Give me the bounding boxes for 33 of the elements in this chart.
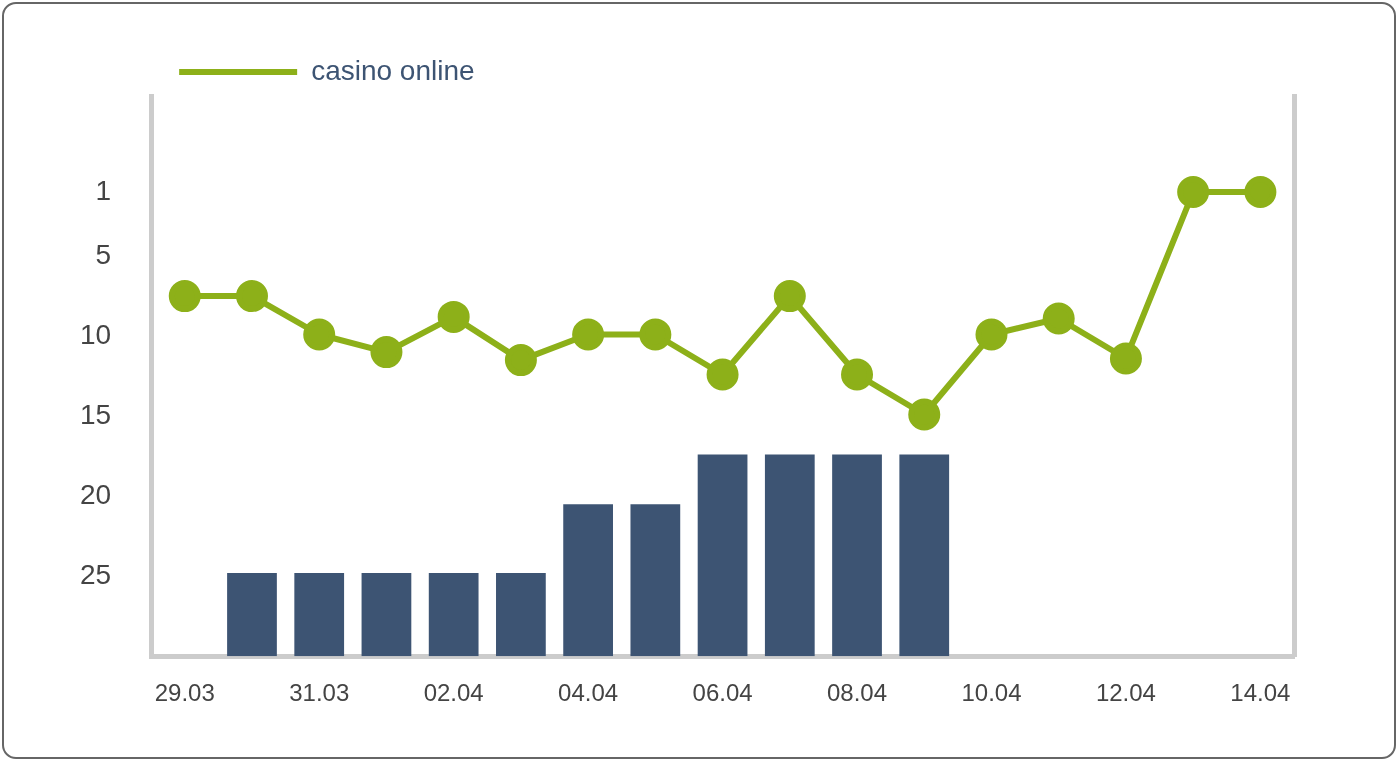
- y-tick-label: 25: [79, 558, 112, 590]
- point: [1177, 176, 1210, 209]
- point: [841, 358, 874, 391]
- point: [1109, 342, 1142, 375]
- legend-label: casino online: [311, 54, 475, 86]
- point: [168, 280, 201, 313]
- point: [303, 318, 336, 351]
- point: [1042, 302, 1075, 335]
- point: [639, 318, 672, 351]
- x-tick-label: 10.04: [961, 679, 1022, 707]
- point: [1244, 176, 1277, 209]
- x-tick-label: 29.03: [154, 679, 215, 707]
- point: [235, 280, 268, 313]
- point: [773, 280, 806, 313]
- y-tick-label: 20: [79, 478, 112, 510]
- x-tick-label: 12.04: [1095, 679, 1156, 707]
- point: [437, 300, 470, 333]
- point: [504, 344, 537, 377]
- y-tick-label: 10: [79, 318, 112, 350]
- x-tick-label: 31.03: [289, 679, 350, 707]
- x-tick-label: 06.04: [692, 679, 753, 707]
- x-tick-label: 14.04: [1230, 679, 1291, 707]
- x-tick-label: 04.04: [558, 679, 619, 707]
- y-tick-label: 15: [79, 398, 112, 430]
- point: [706, 358, 739, 391]
- x-tick-label: 08.04: [826, 679, 888, 707]
- y-tick-label: 1: [95, 174, 112, 206]
- point: [975, 318, 1008, 351]
- point: [370, 336, 403, 369]
- x-tick-label: 02.04: [423, 679, 484, 707]
- point: [908, 398, 941, 431]
- y-tick-label: 5: [95, 238, 112, 270]
- point: [572, 318, 605, 351]
